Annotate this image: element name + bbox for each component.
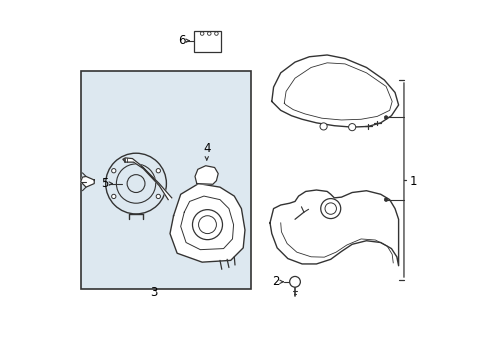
Circle shape: [193, 210, 222, 240]
Circle shape: [112, 168, 116, 173]
Polygon shape: [272, 55, 398, 127]
FancyBboxPatch shape: [194, 31, 221, 53]
Polygon shape: [170, 184, 245, 262]
Circle shape: [156, 168, 160, 173]
Circle shape: [348, 123, 356, 131]
FancyBboxPatch shape: [81, 71, 251, 289]
Polygon shape: [195, 166, 218, 184]
Circle shape: [112, 194, 116, 199]
Circle shape: [320, 123, 327, 130]
Circle shape: [290, 276, 300, 287]
Text: 4: 4: [203, 142, 211, 155]
Polygon shape: [81, 176, 94, 187]
Circle shape: [321, 199, 341, 219]
Text: 5: 5: [101, 177, 109, 190]
Circle shape: [156, 194, 160, 199]
Circle shape: [325, 203, 337, 214]
Text: 3: 3: [150, 286, 158, 299]
Text: 1: 1: [409, 175, 417, 188]
Text: 2: 2: [272, 275, 279, 288]
Circle shape: [384, 116, 388, 119]
Circle shape: [384, 198, 388, 202]
Text: 6: 6: [178, 34, 185, 47]
Polygon shape: [123, 158, 172, 200]
Polygon shape: [270, 190, 398, 266]
